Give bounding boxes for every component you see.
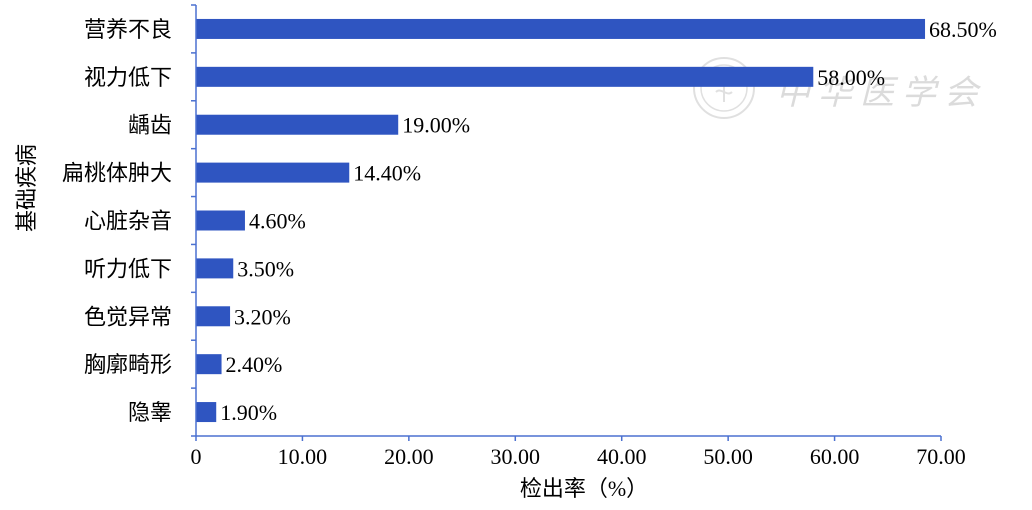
category-label-4: 扁桃体肿大 — [62, 161, 172, 186]
data-label-1: 68.50% — [929, 17, 997, 42]
y-axis-title: 基础疾病 — [14, 144, 39, 232]
category-label-5: 心脏杂音 — [84, 209, 172, 234]
x-tick-label-7: 70.00 — [916, 444, 966, 469]
data-label-2: 58.00% — [817, 65, 885, 90]
bar-7 — [196, 306, 231, 327]
bar-3 — [196, 114, 399, 135]
x-tick-label-4: 40.00 — [597, 444, 647, 469]
data-label-5: 4.60% — [249, 209, 306, 234]
bar-6 — [196, 258, 234, 279]
bar-1 — [196, 18, 926, 39]
data-label-8: 2.40% — [226, 352, 283, 377]
bar-9 — [196, 402, 217, 423]
category-label-1: 营养不良 — [84, 17, 172, 42]
data-label-4: 14.40% — [353, 161, 421, 186]
x-tick-label-5: 50.00 — [703, 444, 753, 469]
bar-4 — [196, 162, 350, 183]
category-label-9: 隐睾 — [128, 400, 172, 425]
x-tick-label-6: 60.00 — [810, 444, 860, 469]
x-tick-label-2: 20.00 — [384, 444, 434, 469]
category-label-7: 色觉异常 — [84, 304, 172, 329]
data-label-6: 3.50% — [237, 256, 294, 281]
x-tick-label-1: 10.00 — [278, 444, 328, 469]
category-label-2: 视力低下 — [84, 65, 172, 90]
x-tick-label-3: 30.00 — [491, 444, 541, 469]
category-label-3: 龋齿 — [128, 113, 172, 138]
data-label-7: 3.20% — [234, 304, 291, 329]
bars-layer: 68.50% 58.00% 19.00% 14.40% 4.60% 3.50% 3.20% 2… — [196, 17, 997, 425]
bar-5 — [196, 210, 245, 231]
category-label-8: 胸廓畸形 — [84, 352, 172, 377]
bar-8 — [196, 354, 222, 375]
x-tick-label-0: 0 — [191, 444, 202, 469]
x-axis-title: 检出率（%） — [520, 476, 648, 501]
data-label-9: 1.90% — [220, 400, 277, 425]
bar-2 — [196, 66, 814, 87]
category-label-6: 听力低下 — [84, 256, 172, 281]
data-label-3: 19.00% — [402, 113, 470, 138]
